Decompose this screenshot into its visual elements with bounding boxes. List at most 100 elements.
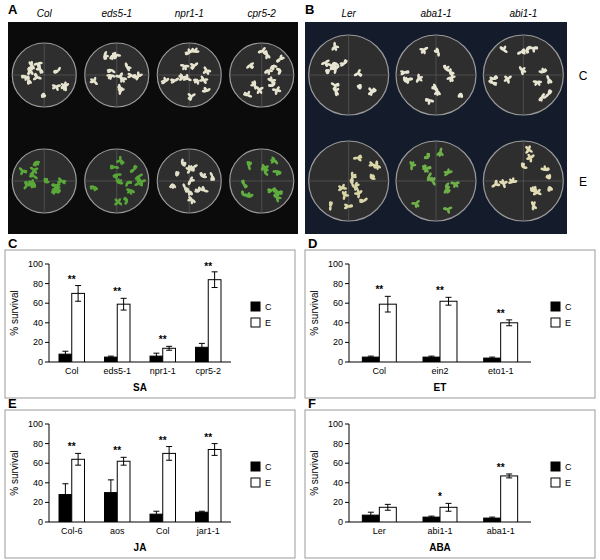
tick-mark [45, 443, 49, 444]
legend-swatch [251, 462, 260, 471]
leaf [267, 188, 273, 192]
error-cap [199, 343, 205, 344]
leaf [181, 162, 187, 168]
leaf [503, 75, 509, 80]
seedling [368, 87, 377, 97]
seedling [400, 70, 410, 76]
leaf [262, 165, 268, 171]
leaf [420, 48, 425, 54]
y-axis [349, 264, 350, 362]
tick-label: 40 [33, 478, 43, 488]
error-stem [509, 474, 510, 478]
chart-panel: F020406080100% survivalLerabi1-1aba1-1**… [305, 396, 595, 558]
leaf [129, 190, 132, 195]
error-cap [121, 457, 127, 458]
legend-swatch [251, 318, 260, 327]
error-bar [108, 356, 114, 358]
condition-label: E [579, 175, 587, 189]
error-cap [121, 465, 127, 466]
plate [230, 149, 294, 213]
seedling [324, 69, 330, 75]
seedling [29, 166, 39, 175]
leaf [116, 159, 122, 163]
leaf [93, 186, 97, 192]
seedling [60, 82, 69, 91]
leaf [193, 78, 198, 81]
leaf [141, 179, 147, 183]
significance: ** [204, 432, 212, 443]
legend-label: E [565, 478, 571, 488]
error-cap [166, 350, 172, 351]
error-stem [509, 320, 510, 326]
significance: ** [113, 286, 121, 297]
tick-mark [345, 443, 349, 444]
genotype-label: Ler [341, 8, 356, 19]
genotype-label: abi1-1 [509, 8, 537, 19]
leaf [275, 58, 281, 63]
leaf [343, 203, 349, 208]
seedling [194, 186, 201, 192]
leaf [359, 200, 365, 204]
seedling [170, 77, 180, 84]
leaf [251, 81, 257, 87]
seedling [546, 75, 554, 85]
error-stem [448, 297, 449, 305]
leaf [192, 164, 198, 169]
leaf [423, 49, 427, 55]
leaf [435, 87, 440, 93]
tick-label: 60 [333, 298, 343, 308]
tick-label: 60 [33, 298, 43, 308]
seedling [433, 47, 440, 57]
leaf [198, 186, 201, 192]
error-stem [110, 480, 111, 505]
leaf [169, 183, 174, 189]
seedling [269, 64, 278, 70]
seedling [532, 80, 542, 86]
category-label: abi1-1 [427, 526, 452, 536]
seedling [184, 48, 193, 56]
genotype-label: eds5-1 [101, 8, 132, 19]
seedling [187, 176, 195, 186]
significance: ** [159, 334, 167, 345]
bar [208, 449, 221, 522]
bar [105, 357, 118, 362]
seedling [40, 92, 46, 98]
category-label: npr1-1 [150, 366, 176, 376]
seedling [161, 76, 170, 85]
seedling [411, 199, 420, 208]
leaf [493, 75, 499, 80]
bar [423, 517, 440, 522]
leaf [127, 181, 132, 184]
leaf [61, 180, 67, 185]
seedling [267, 187, 277, 194]
seedling [508, 177, 518, 184]
tick-mark [345, 463, 349, 464]
leaf [118, 182, 123, 185]
panel-letter: D [308, 236, 317, 251]
legend: CE [551, 462, 572, 488]
seedling [356, 84, 362, 90]
tick-mark [345, 502, 349, 503]
error-cap [368, 518, 374, 519]
seedling [450, 181, 460, 188]
seedling [257, 46, 267, 54]
seedling [545, 174, 551, 180]
seedling [419, 46, 429, 55]
leaf [358, 84, 362, 90]
legend: CE [551, 302, 572, 328]
error-stem [387, 296, 388, 312]
seedling [518, 66, 527, 76]
category-label: aos [110, 526, 125, 536]
significance: ** [375, 284, 383, 295]
chart-panel: E020406080100% survivalCol-6aosColjar1-1… [5, 396, 295, 558]
leaf [133, 164, 137, 170]
leaf [415, 203, 418, 208]
leaf [274, 90, 278, 96]
error-stem [370, 512, 371, 518]
leaf [359, 84, 362, 90]
leaf [54, 185, 59, 191]
leaf [21, 75, 26, 78]
photo-panel: BLeraba1-1abi1-1CE [305, 2, 588, 234]
tick-label: 100 [28, 419, 43, 429]
error-bar [489, 517, 495, 519]
